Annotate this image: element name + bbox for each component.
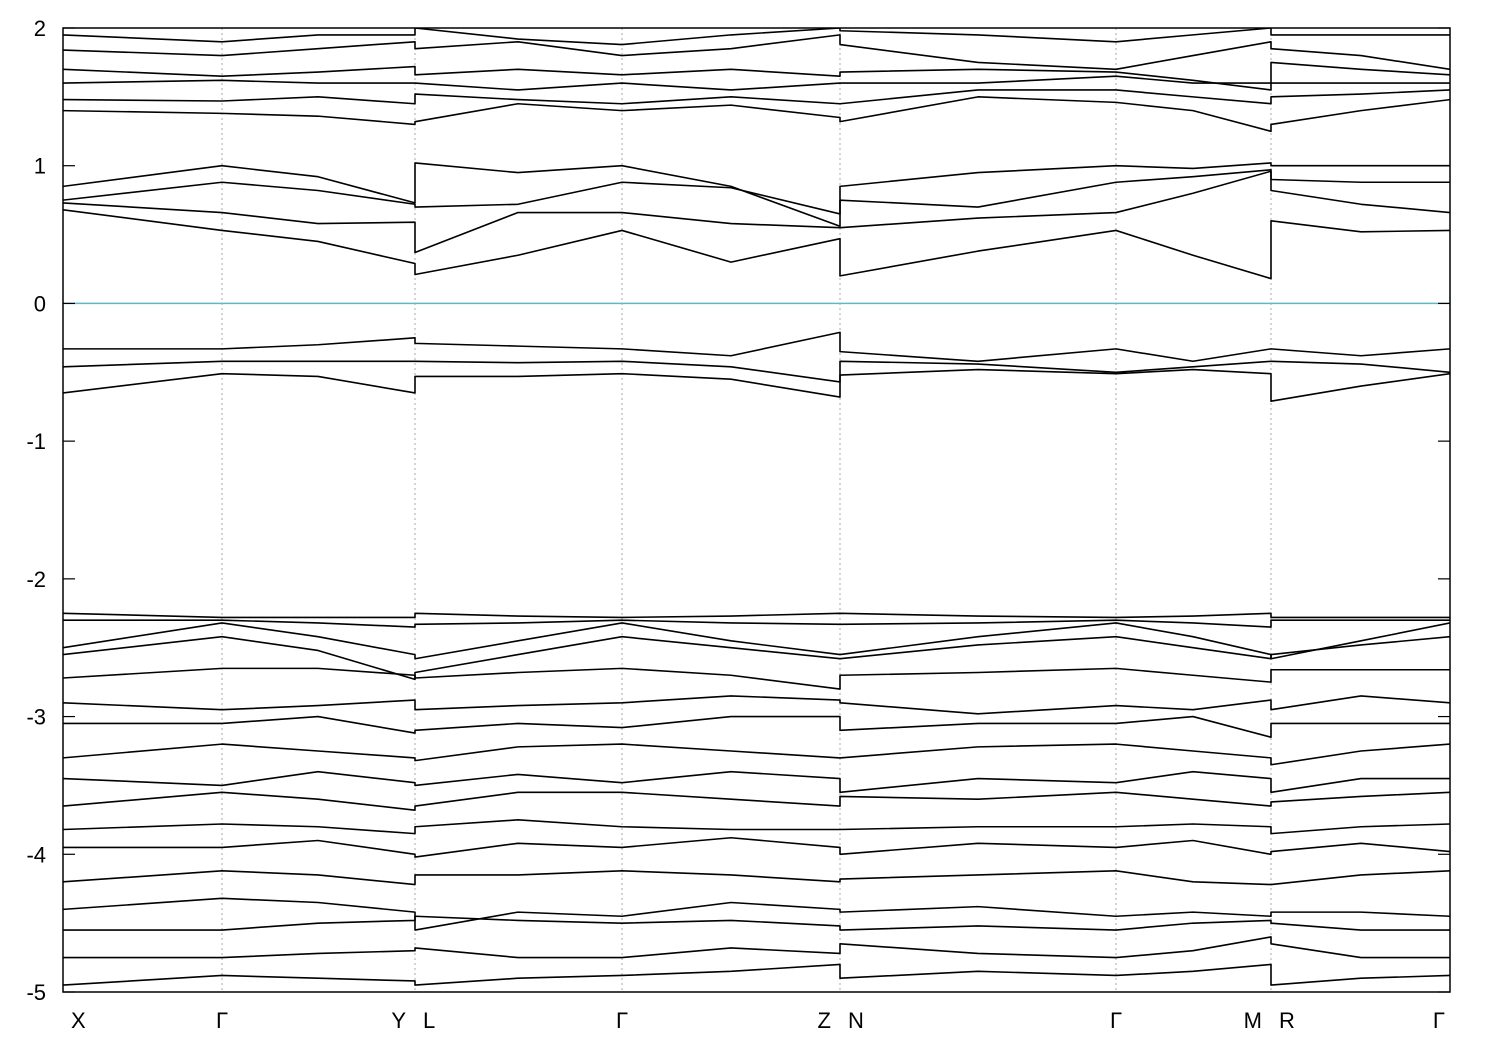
band-line — [63, 743, 1450, 766]
band-line — [63, 695, 1450, 715]
y-tick-label: -5 — [26, 980, 46, 1005]
band-line — [63, 936, 1450, 959]
band-line — [63, 619, 1450, 628]
bands — [63, 28, 1450, 986]
y-tick-label: 2 — [34, 16, 46, 41]
y-tick-label: 1 — [34, 154, 46, 179]
band-line — [63, 612, 1450, 619]
band-line — [63, 819, 1450, 835]
band-line — [63, 170, 1450, 254]
band-line — [63, 791, 1450, 812]
x-tick-label: Γ — [1110, 1008, 1122, 1033]
x-tick-label: N — [848, 1008, 864, 1033]
band-line — [63, 75, 1450, 91]
x-tick-label: Z — [818, 1008, 831, 1033]
band-line — [63, 870, 1450, 886]
band-line — [63, 368, 1450, 403]
band-line — [63, 208, 1450, 280]
band-line — [63, 897, 1450, 931]
band-line — [63, 915, 1450, 931]
y-tick-label: -2 — [26, 567, 46, 592]
band-line — [63, 89, 1450, 105]
band-line — [63, 34, 1450, 71]
x-tick-label: L — [423, 1008, 435, 1033]
axes: 2 1 0 -1 -2 -3 -4 -5 X Γ Y L Γ Z N Γ M R Γ — [26, 16, 1450, 1033]
y-tick-label: -3 — [26, 705, 46, 730]
y-tick-label: -1 — [26, 429, 46, 454]
band-line — [63, 61, 1450, 91]
band-line — [63, 667, 1450, 690]
x-tick-label: R — [1279, 1008, 1295, 1033]
x-tick-label: Y — [391, 1008, 406, 1033]
band-line — [63, 770, 1450, 794]
band-line — [63, 963, 1450, 986]
band-line — [63, 331, 1450, 363]
y-tick-label: -4 — [26, 842, 46, 867]
y-tick-label: 0 — [34, 291, 46, 316]
band-line — [63, 836, 1450, 858]
x-tick-label: X — [71, 1008, 86, 1033]
x-tick-label: Γ — [616, 1008, 628, 1033]
band-line — [63, 28, 1450, 46]
plot-frame — [62, 27, 1451, 993]
x-tick-label: Γ — [216, 1008, 228, 1033]
band-line — [63, 96, 1450, 133]
x-tick-label: Γ — [1433, 1008, 1445, 1033]
band-line — [63, 635, 1450, 681]
x-tick-label: M — [1244, 1008, 1262, 1033]
band-line — [63, 162, 1450, 228]
band-line — [63, 715, 1450, 739]
